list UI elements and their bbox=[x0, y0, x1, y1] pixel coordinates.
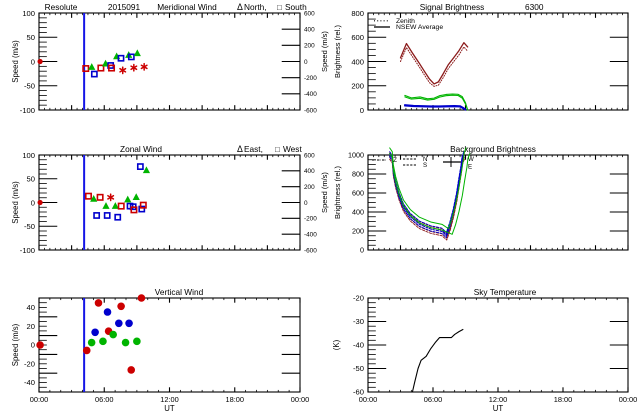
svg-text:2015091: 2015091 bbox=[108, 2, 141, 12]
svg-text:600: 600 bbox=[304, 152, 315, 159]
svg-text:Speed (m/s): Speed (m/s) bbox=[320, 172, 329, 213]
svg-text:0: 0 bbox=[31, 198, 35, 207]
svg-text:□: □ bbox=[277, 3, 282, 12]
svg-text:6300: 6300 bbox=[525, 2, 544, 12]
svg-text:400: 400 bbox=[304, 168, 315, 175]
svg-text:1000: 1000 bbox=[348, 151, 364, 160]
svg-text:-200: -200 bbox=[304, 75, 317, 82]
svg-text:-50: -50 bbox=[24, 82, 35, 91]
svg-text:-100: -100 bbox=[20, 246, 35, 255]
svg-text:Zonal Wind: Zonal Wind bbox=[120, 144, 162, 154]
svg-text:-30: -30 bbox=[353, 317, 364, 326]
svg-text:0: 0 bbox=[31, 341, 35, 350]
svg-text:E: E bbox=[468, 164, 472, 171]
svg-text:Brightness (rel.): Brightness (rel.) bbox=[333, 166, 342, 219]
svg-text:00:00: 00:00 bbox=[619, 395, 638, 404]
svg-text:West: West bbox=[283, 144, 302, 154]
svg-text:200: 200 bbox=[304, 184, 315, 191]
svg-text:600: 600 bbox=[304, 10, 315, 17]
svg-text:12:00: 12:00 bbox=[160, 395, 179, 404]
svg-text:(K): (K) bbox=[332, 339, 341, 350]
svg-text:Speed (m/s): Speed (m/s) bbox=[11, 323, 20, 366]
svg-text:400: 400 bbox=[351, 57, 364, 66]
svg-text:0: 0 bbox=[31, 57, 35, 66]
svg-text:-200: -200 bbox=[304, 216, 317, 223]
svg-text:Meridional Wind: Meridional Wind bbox=[157, 2, 217, 12]
svg-text:□: □ bbox=[275, 145, 280, 154]
svg-text:40: 40 bbox=[27, 303, 35, 312]
svg-text:Brightness (rel.): Brightness (rel.) bbox=[333, 25, 342, 78]
svg-text:12:00: 12:00 bbox=[489, 395, 508, 404]
svg-text:-50: -50 bbox=[353, 364, 364, 373]
svg-text:Speed (m/s): Speed (m/s) bbox=[11, 181, 20, 224]
svg-text:00:00: 00:00 bbox=[291, 395, 310, 404]
svg-text:100: 100 bbox=[22, 9, 35, 18]
svg-text:Vertical Wind: Vertical Wind bbox=[155, 287, 204, 297]
svg-text:UT: UT bbox=[164, 404, 175, 413]
svg-text:0: 0 bbox=[360, 246, 364, 255]
svg-text:-600: -600 bbox=[304, 107, 317, 114]
svg-text:50: 50 bbox=[27, 175, 35, 184]
svg-text:00:00: 00:00 bbox=[359, 395, 378, 404]
svg-text:Signal Brightness: Signal Brightness bbox=[420, 2, 485, 12]
svg-text:200: 200 bbox=[351, 82, 364, 91]
svg-text:06:00: 06:00 bbox=[424, 395, 443, 404]
svg-text:-400: -400 bbox=[304, 232, 317, 239]
svg-text:800: 800 bbox=[351, 9, 364, 18]
svg-text:Background Brightness: Background Brightness bbox=[450, 144, 536, 154]
svg-text:400: 400 bbox=[304, 27, 315, 34]
svg-text:NSEW Average: NSEW Average bbox=[396, 24, 443, 31]
svg-text:-600: -600 bbox=[304, 247, 317, 254]
svg-text:Δ: Δ bbox=[237, 144, 243, 154]
svg-text:400: 400 bbox=[352, 208, 364, 217]
svg-text:Speed (m/s): Speed (m/s) bbox=[320, 31, 329, 72]
svg-text:200: 200 bbox=[352, 227, 364, 236]
svg-text:Δ: Δ bbox=[237, 2, 243, 12]
svg-text:UT: UT bbox=[493, 404, 504, 413]
svg-text:Speed (m/s): Speed (m/s) bbox=[11, 40, 20, 83]
svg-text:50: 50 bbox=[27, 33, 35, 42]
svg-text:-20: -20 bbox=[24, 359, 35, 368]
svg-text:06:00: 06:00 bbox=[95, 395, 114, 404]
svg-text:600: 600 bbox=[351, 33, 364, 42]
svg-text:0: 0 bbox=[304, 59, 308, 66]
svg-text:Sky Temperature: Sky Temperature bbox=[474, 287, 537, 297]
svg-text:0: 0 bbox=[360, 106, 364, 115]
svg-text:200: 200 bbox=[304, 43, 315, 50]
svg-text:S: S bbox=[423, 162, 427, 169]
svg-text:-40: -40 bbox=[353, 341, 364, 350]
svg-text:100: 100 bbox=[22, 151, 35, 160]
svg-text:00:00: 00:00 bbox=[30, 395, 49, 404]
svg-text:North,: North, bbox=[244, 2, 267, 12]
svg-text:-100: -100 bbox=[20, 106, 35, 115]
svg-text:-40: -40 bbox=[24, 378, 35, 387]
svg-text:-50: -50 bbox=[24, 222, 35, 231]
svg-text:-20: -20 bbox=[353, 294, 364, 303]
svg-text:Resolute: Resolute bbox=[45, 2, 78, 12]
svg-text:600: 600 bbox=[352, 189, 364, 198]
svg-text:18:00: 18:00 bbox=[226, 395, 245, 404]
svg-text:18:00: 18:00 bbox=[554, 395, 573, 404]
svg-text:-400: -400 bbox=[304, 91, 317, 98]
svg-text:0: 0 bbox=[304, 200, 308, 207]
svg-text:800: 800 bbox=[352, 170, 364, 179]
svg-text:East,: East, bbox=[244, 144, 263, 154]
svg-text:20: 20 bbox=[27, 322, 35, 331]
